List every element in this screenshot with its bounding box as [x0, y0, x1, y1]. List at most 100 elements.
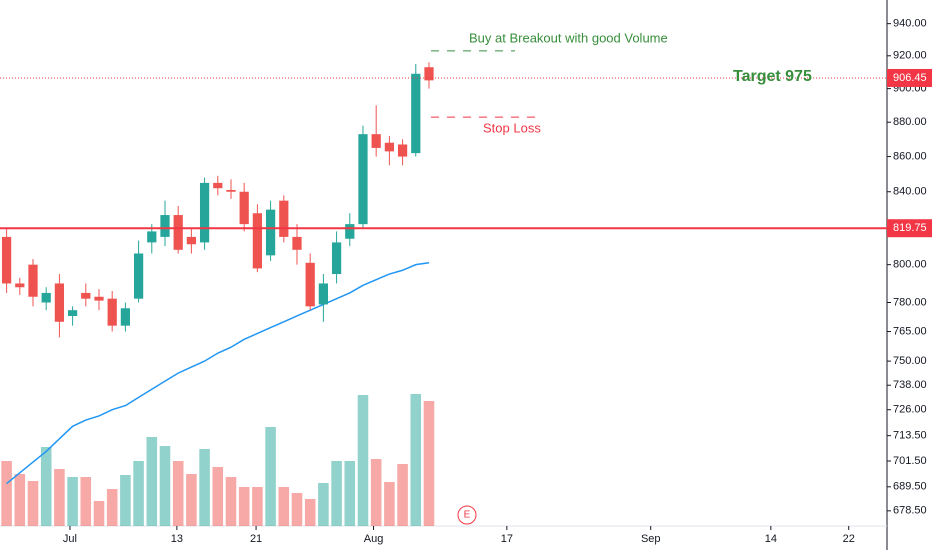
candle-body [67, 310, 78, 316]
candle-body [226, 189, 236, 192]
volume-bar [291, 493, 303, 526]
y-tick-label: 738.00 [893, 379, 927, 391]
candle-body [173, 215, 183, 250]
x-tick-label: Jul [63, 533, 77, 545]
price-label-box [887, 68, 932, 87]
earnings-marker-label: E [464, 510, 471, 521]
candle-body [213, 182, 223, 189]
candle-body [160, 215, 170, 237]
volume-bar [304, 499, 316, 526]
candle-body [371, 134, 381, 148]
volume-bar [318, 483, 329, 526]
earnings-marker [457, 505, 477, 525]
y-tick-label: 713.50 [893, 430, 927, 442]
volume-bar [238, 487, 250, 526]
volume-bar [133, 461, 144, 526]
x-tick-label: Sep [641, 533, 661, 545]
volume-bar [212, 467, 224, 526]
volume-bar [265, 427, 276, 526]
x-tick-label: 21 [250, 533, 262, 545]
x-tick-label: 22 [843, 533, 855, 545]
volume-bar [172, 461, 184, 526]
stop-annotation: Stop Loss [483, 121, 541, 136]
volume-bar [384, 482, 395, 526]
y-tick-label: 765.00 [893, 325, 927, 337]
candle-body [384, 142, 395, 152]
candle-body [305, 262, 315, 307]
y-tick-label: 726.00 [893, 404, 927, 416]
candle-body [94, 296, 104, 301]
y-tick-label: 678.50 [893, 505, 927, 517]
y-tick-label: 880.00 [893, 116, 927, 128]
candle-body [133, 253, 144, 299]
volume-bar [225, 477, 237, 526]
y-tick-label: 689.50 [893, 481, 927, 493]
volume-bar [397, 464, 408, 526]
candle-body [107, 298, 117, 326]
volume-bar [120, 475, 131, 526]
candle-body [15, 283, 25, 288]
candle-body [424, 67, 434, 81]
buy-annotation: Buy at Breakout with good Volume [469, 30, 668, 45]
candle-body [147, 231, 157, 243]
x-tick-label: 13 [171, 533, 183, 545]
volume-bar [370, 459, 382, 526]
candle-body [199, 182, 210, 243]
candle-body [54, 283, 65, 322]
price-label: 906.45 [893, 72, 927, 84]
y-tick-label: 840.00 [893, 186, 927, 198]
volume-bar [331, 461, 342, 526]
candle-body [318, 283, 329, 305]
volume-bar [54, 469, 65, 526]
x-tick-label: 17 [501, 533, 513, 545]
y-tick-label: 920.00 [893, 50, 927, 62]
candle-body [292, 236, 302, 250]
volume-bar [423, 401, 435, 526]
candle-body [265, 209, 276, 256]
volume-bar [199, 449, 210, 526]
candle-body [397, 144, 408, 157]
y-tick-label: 750.00 [893, 355, 927, 367]
candle-body [1, 236, 12, 284]
target-annotation: Target 975 [733, 68, 812, 85]
volume-bar [159, 446, 171, 526]
y-tick-label: 800.00 [893, 259, 927, 271]
volume-bar [278, 487, 290, 526]
candle-body [252, 213, 263, 269]
candle-body [239, 191, 249, 225]
candle-body [186, 236, 197, 245]
volume-bar [344, 461, 356, 526]
volume-bar [357, 395, 369, 526]
y-tick-label: 940.00 [893, 18, 927, 30]
volume-bar [40, 447, 52, 526]
volume-bar [146, 437, 158, 526]
candle-body [41, 292, 51, 303]
x-tick-label: 14 [765, 533, 777, 545]
volume-bar [67, 477, 78, 526]
volume-bar [410, 394, 422, 526]
volume-bar [1, 461, 12, 526]
volume-bar [27, 481, 39, 526]
volume-bar [14, 474, 26, 526]
volume-bar [186, 474, 197, 526]
moving-average-line [6, 262, 430, 485]
y-tick-label: 780.00 [893, 296, 927, 308]
x-tick-label: Aug [364, 533, 384, 545]
volume-bar [93, 501, 105, 526]
volume-bar [252, 487, 263, 526]
y-tick-label: 701.50 [893, 455, 927, 467]
candle-body [81, 292, 91, 299]
candle-body [345, 224, 355, 239]
candle-body [358, 134, 368, 225]
price-label: 819.75 [893, 222, 927, 234]
price-label-box [887, 219, 932, 238]
candle-body [28, 264, 38, 297]
volume-bar [80, 477, 92, 526]
candle-body [279, 200, 289, 237]
candle-body [120, 308, 131, 326]
candle-body [331, 242, 342, 275]
y-tick-label: 860.00 [893, 150, 927, 162]
candle-body [411, 73, 421, 154]
